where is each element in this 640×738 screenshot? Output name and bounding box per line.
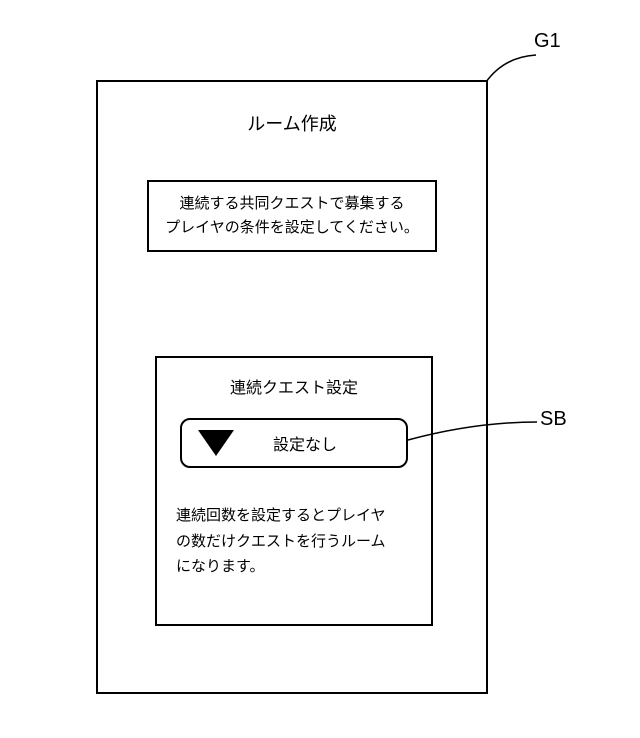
settings-description: 連続回数を設定するとプレイヤ の数だけクエストを行うルーム になります。 (176, 503, 420, 580)
instruction-box: 連続する共同クエストで募集する プレイヤの条件を設定してください。 (147, 180, 437, 252)
description-line-2: の数だけクエストを行うルーム (176, 529, 420, 555)
diagram-canvas: G1 ルーム作成 連続する共同クエストで募集する プレイヤの条件を設定してくださ… (0, 0, 640, 738)
screen-title: ルーム作成 (98, 82, 486, 136)
settings-panel: 連続クエスト設定 (155, 356, 433, 626)
callout-sb-label: SB (540, 408, 567, 431)
settings-panel-title: 連続クエスト設定 (157, 358, 431, 398)
instruction-line-1: 連続する共同クエストで募集する (149, 192, 435, 216)
callout-sb-line (405, 420, 541, 444)
description-line-3: になります。 (176, 554, 420, 580)
callout-g1-label: G1 (534, 30, 561, 53)
quest-setting-dropdown[interactable]: 設定なし (180, 418, 408, 468)
description-line-1: 連続回数を設定するとプレイヤ (176, 503, 420, 529)
callout-g1-line (484, 52, 540, 86)
chevron-down-icon (198, 430, 234, 456)
dropdown-value: 設定なし (234, 431, 406, 455)
instruction-line-2: プレイヤの条件を設定してください。 (149, 216, 435, 240)
